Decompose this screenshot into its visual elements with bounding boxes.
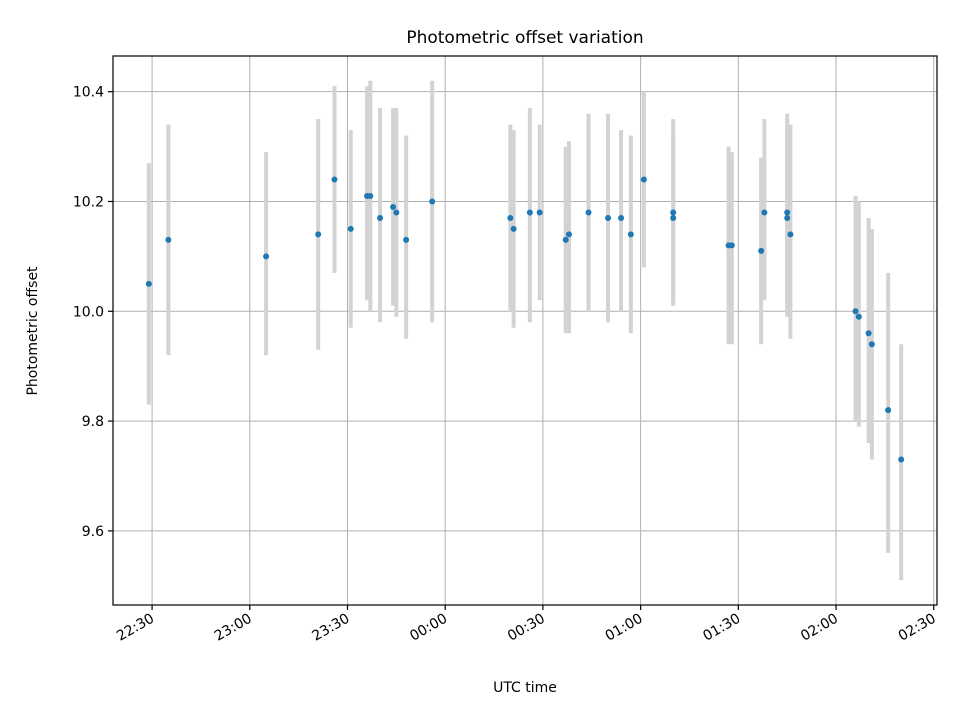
data-point: [367, 192, 374, 199]
data-point: [670, 214, 677, 221]
x-axis-ticks: 22:30 23:00 23:30 00:00 00:30 01:00 01:30 02:00…: [114, 605, 939, 645]
y-tick-label: 9.8: [82, 414, 104, 430]
data-point: [852, 308, 859, 315]
data-point: [640, 176, 647, 183]
data-point: [627, 231, 634, 238]
error-bars: [146, 80, 904, 581]
y-tick-label: 10.2: [73, 194, 104, 210]
data-point: [758, 247, 765, 254]
data-point: [868, 341, 875, 348]
data-point: [393, 209, 400, 216]
data-points: [145, 176, 905, 463]
y-tick-label: 10.0: [73, 304, 104, 320]
data-point: [429, 198, 436, 205]
data-point: [728, 242, 735, 249]
data-point: [347, 225, 354, 232]
data-point: [761, 209, 768, 216]
data-point: [165, 236, 172, 243]
x-tick-label: 23:00: [212, 611, 255, 645]
data-point: [315, 231, 322, 238]
x-tick-label: 22:30: [114, 611, 157, 645]
data-point: [562, 236, 569, 243]
x-tick-label: 01:30: [700, 611, 743, 645]
data-point: [536, 209, 543, 216]
data-point: [403, 236, 410, 243]
y-axis-label: Photometric offset: [25, 266, 41, 396]
plot-frame: [112, 55, 938, 606]
data-point: [510, 225, 517, 232]
data-point: [787, 231, 794, 238]
data-point: [865, 330, 872, 337]
x-tick-label: 01:00: [603, 611, 646, 645]
data-point: [585, 209, 592, 216]
data-point: [331, 176, 338, 183]
x-tick-label: 23:30: [310, 611, 353, 645]
chart-title: Photometric offset variation: [406, 28, 643, 48]
x-tick-label: 02:30: [896, 611, 939, 645]
data-point: [390, 203, 397, 210]
y-axis-ticks: 9.6 9.8 10.0 10.2 10.4: [73, 85, 113, 540]
data-point: [507, 214, 514, 221]
data-point: [784, 214, 791, 221]
data-point: [263, 253, 270, 260]
data-point: [855, 313, 862, 320]
x-tick-label: 02:00: [798, 611, 841, 645]
data-point: [898, 456, 905, 463]
x-axis-label: UTC time: [493, 680, 557, 696]
y-tick-label: 9.6: [82, 524, 104, 540]
data-point: [618, 214, 625, 221]
y-tick-label: 10.4: [73, 85, 104, 101]
data-point: [145, 280, 152, 287]
data-point: [377, 214, 384, 221]
grid-lines: [113, 56, 937, 605]
data-point: [605, 214, 612, 221]
data-point: [885, 407, 892, 414]
data-point: [526, 209, 533, 216]
data-point: [565, 231, 572, 238]
data-point: [670, 209, 677, 216]
data-point: [784, 209, 791, 216]
x-tick-label: 00:30: [505, 611, 548, 645]
x-tick-label: 00:00: [407, 611, 450, 645]
